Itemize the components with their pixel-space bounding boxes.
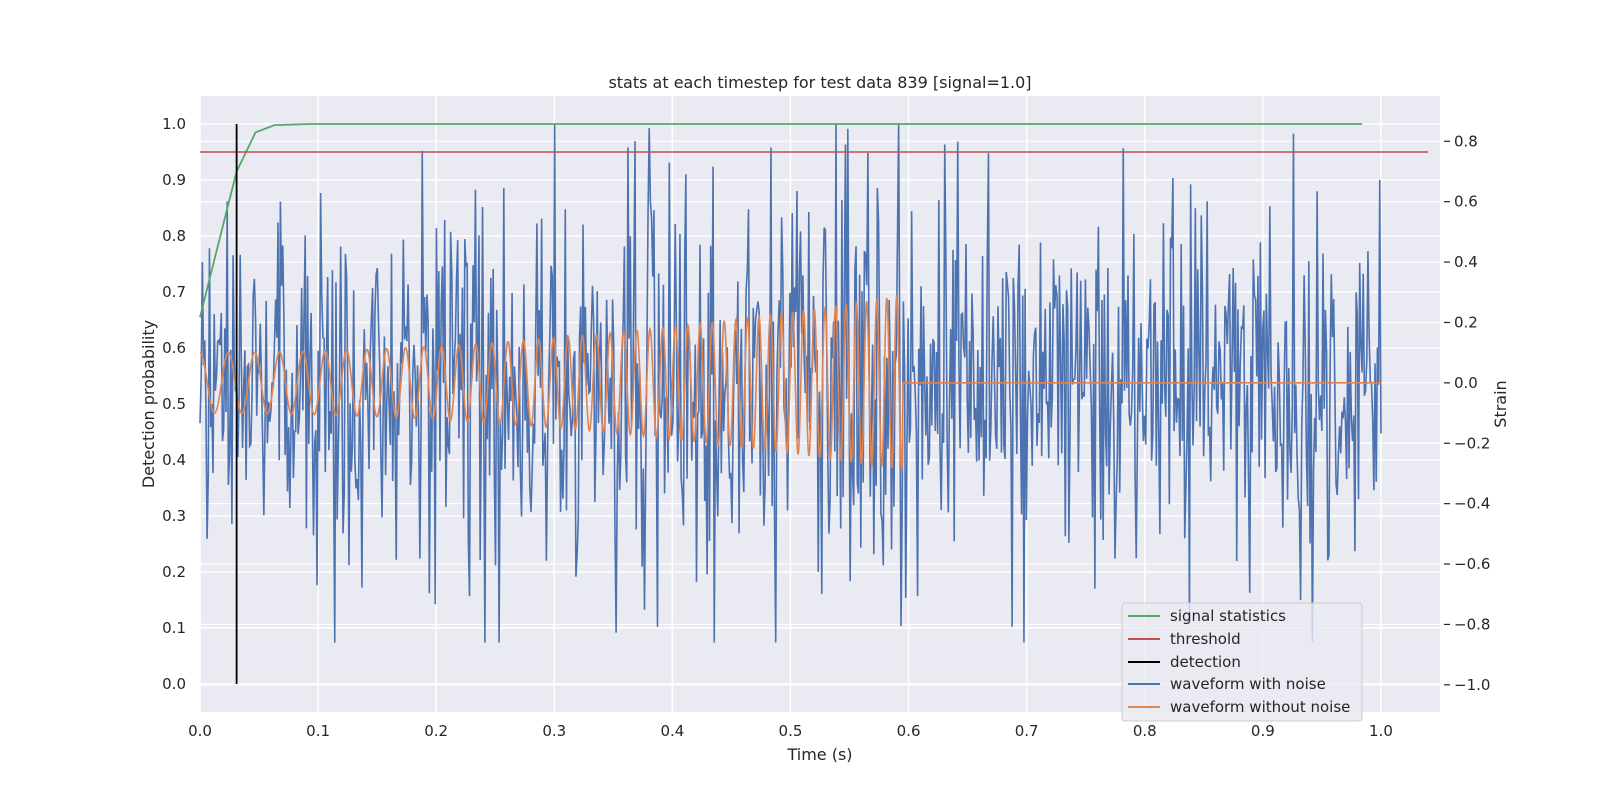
x-tick-label: 0.7 [1015,722,1039,740]
y-tick-label-right: 0.2 [1454,313,1478,331]
series-waveform-with-noise [199,123,1382,643]
legend-label-threshold: threshold [1170,630,1241,648]
series-layer [199,123,1429,684]
y-tick-label-left: 0.4 [162,451,186,469]
x-tick-label: 0.8 [1133,722,1157,740]
y-axis-label-left: Detection probability [139,320,158,488]
y-tick-label-left: 0.2 [162,563,186,581]
y-tick-label-left: 0.8 [162,227,186,245]
y-tick-label-left: 0.9 [162,171,186,189]
x-tick-label: 0.1 [306,722,330,740]
y-tick-label-right: 0.0 [1454,374,1478,392]
legend-label-signal-statistics: signal statistics [1170,607,1286,625]
y-tick-label-right: 0.4 [1454,253,1478,271]
x-tick-label: 0.5 [779,722,803,740]
series-signal-statistics [199,123,1363,318]
legend-box [1121,602,1363,722]
x-tick-label: 0.0 [188,722,212,740]
y-tick-label-left: 0.6 [162,339,186,357]
y-tick-label-right: −1.0 [1454,676,1490,694]
x-tick-label: 0.3 [542,722,566,740]
legend: signal statistics threshold detection wa… [1121,602,1363,722]
y-tick-label-right: −0.6 [1454,555,1490,573]
series-waveform-without-noise [199,293,1381,472]
x-tick-label: 0.4 [660,722,684,740]
y-tick-label-left: 0.1 [162,619,186,637]
x-axis-label: Time (s) [786,745,852,764]
y-axis-label-right: Strain [1491,380,1510,427]
y-tick-label-left: 0.7 [162,283,186,301]
x-tick-label: 1.0 [1369,722,1393,740]
y-tick-label-left: 0.3 [162,507,186,525]
y-tick-label-right: 0.8 [1454,132,1478,150]
x-ticks: 0.0 0.1 0.2 0.3 0.4 0.5 0.6 0.7 0.8 0.9 1.0 [188,722,1393,740]
y-tick-label-right: −0.2 [1454,434,1490,452]
legend-label-detection: detection [1170,653,1241,671]
y-tick-label-left: 1.0 [162,115,186,133]
legend-label-waveform-without-noise: waveform without noise [1170,698,1350,716]
x-tick-label: 0.6 [897,722,921,740]
chart-title: stats at each timestep for test data 839… [608,73,1031,92]
y-ticks-right: −1.0 −0.8 −0.6 −0.4 −0.2 0.0 0.2 0.4 0.6 0.8 [1444,132,1490,694]
x-tick-label: 0.9 [1251,722,1275,740]
legend-label-waveform-with-noise: waveform with noise [1170,675,1326,693]
y-tick-label-right: −0.4 [1454,495,1490,513]
x-tick-label: 0.2 [424,722,448,740]
y-tick-label-right: −0.8 [1454,615,1490,633]
y-tick-label-left: 0.0 [162,675,186,693]
y-tick-label-left: 0.5 [162,395,186,413]
y-ticks-left: 0.0 0.1 0.2 0.3 0.4 0.5 0.6 0.7 0.8 0.9 1.0 [162,115,186,693]
y-tick-label-right: 0.6 [1454,193,1478,211]
